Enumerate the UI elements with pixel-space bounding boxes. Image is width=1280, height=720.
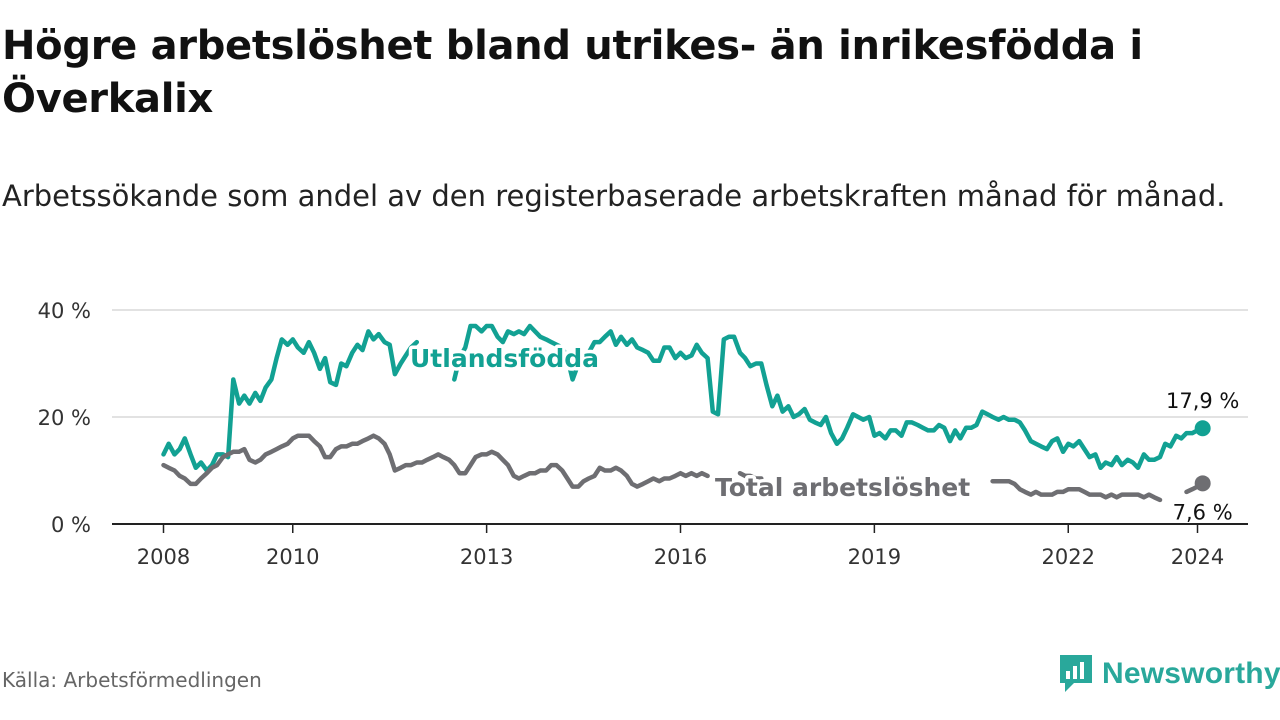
series-line-utlandsfodda	[161, 323, 1205, 473]
series-labels: Utlandsfödda Total arbetslöshet	[407, 341, 974, 506]
source-note: Källa: Arbetsförmedlingen	[2, 668, 262, 692]
series-lines	[161, 323, 1205, 503]
x-tick-label: 2016	[654, 545, 707, 569]
series-label-utlandsfodda: Utlandsfödda	[410, 344, 599, 373]
y-axis-ticks: 0 % 20 % 40 %	[38, 299, 91, 537]
chart-title: Högre arbetslöshet bland utrikes- än inr…	[2, 23, 1143, 122]
series-line-total	[161, 433, 1205, 503]
newsworthy-logo-icon	[1060, 655, 1092, 692]
end-value-label-total: 7,6 %	[1173, 500, 1233, 524]
y-tick-label: 40 %	[38, 299, 91, 323]
series-end-markers: 17,9 % 7,6 %	[1166, 389, 1239, 524]
y-tick-label: 20 %	[38, 406, 91, 430]
newsworthy-logo: Newsworthy	[1058, 652, 1280, 696]
chart-subtitle: Arbetssökande som andel av den registerb…	[2, 179, 1226, 213]
end-dot-utlandsfodda	[1194, 420, 1211, 437]
x-tick-label: 2019	[848, 545, 901, 569]
x-axis-ticks: 2008 2010 2013 2016 2019 2022 2024	[137, 524, 1224, 569]
x-tick-label: 2008	[137, 545, 190, 569]
x-tick-label: 2024	[1171, 545, 1224, 569]
end-value-label-utlandsfodda: 17,9 %	[1166, 389, 1239, 413]
gridlines	[112, 309, 1248, 418]
end-dot-total	[1194, 475, 1211, 492]
y-tick-label: 0 %	[51, 513, 91, 537]
x-tick-label: 2022	[1042, 545, 1095, 569]
x-tick-label: 2010	[266, 545, 319, 569]
brand-name: Newsworthy	[1102, 657, 1280, 690]
x-tick-label: 2013	[460, 545, 513, 569]
series-label-total: Total arbetslöshet	[715, 473, 970, 502]
